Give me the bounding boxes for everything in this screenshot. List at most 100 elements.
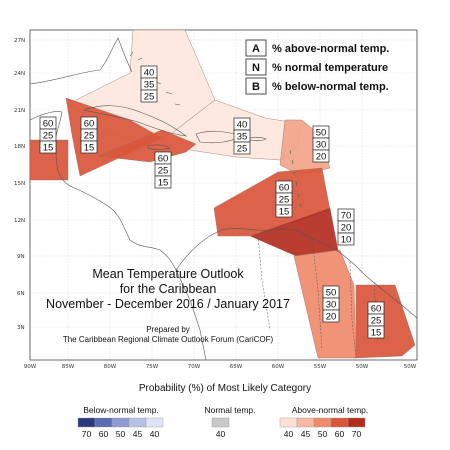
probability-cell xyxy=(140,89,158,103)
probability-cell xyxy=(322,309,340,323)
below-probability: 25 xyxy=(144,92,155,103)
probability-cell xyxy=(80,140,98,154)
lat-label: 24N xyxy=(14,71,25,77)
legend-box-a xyxy=(245,39,267,57)
colorbar-value: 40 xyxy=(150,429,160,439)
lat-label: 18N xyxy=(14,144,25,150)
lon-label: 85W xyxy=(62,364,75,370)
above-probability: 60 xyxy=(84,119,95,130)
colorbar-value: 70 xyxy=(82,429,92,439)
probability-colorbar: Probability (%) of Most Likely Category … xyxy=(77,383,369,439)
colorbar-swatch xyxy=(94,417,113,428)
below-normal-swatches: 70 60 50 45 40 xyxy=(77,417,164,439)
legend-letter: A xyxy=(252,43,260,55)
lon-label: 75W xyxy=(146,364,159,370)
above-probability: 70 xyxy=(341,211,352,222)
below-probability: 15 xyxy=(84,143,95,154)
lon-label: 80W xyxy=(104,364,117,370)
probability-cell xyxy=(275,204,293,218)
normal-probability: 35 xyxy=(237,132,248,143)
lat-label: 12N xyxy=(14,218,25,224)
below-probability: 15 xyxy=(158,178,169,189)
lat-label: 27N xyxy=(14,38,25,44)
colorbar-value: 40 xyxy=(216,429,226,439)
above-normal-label: Above-normal temp. xyxy=(292,405,369,415)
colorbar-value: 70 xyxy=(352,429,362,439)
latitude-labels: 27N 24N 21N 18N 15N 12N 9N 6N 3N xyxy=(14,38,25,331)
colorbar-swatch xyxy=(111,417,130,428)
colorbar-value: 50 xyxy=(116,429,126,439)
normal-probability: 25 xyxy=(84,131,95,142)
jamaica-region xyxy=(97,129,197,163)
title-line: November - December 2016 / January 2017 xyxy=(46,297,290,311)
lon-label: 65W xyxy=(230,364,243,370)
probability-cell xyxy=(312,149,330,163)
credit-line: Prepared by xyxy=(146,325,190,334)
probability-cell xyxy=(233,141,251,155)
longitude-labels: 90W 85W 80W 75W 70W 65W 60W 55W 50W 50W xyxy=(24,364,417,370)
probability-cell xyxy=(39,140,57,154)
legend-text: % normal temperature xyxy=(272,62,388,74)
colorbar-value: 60 xyxy=(99,429,109,439)
below-probability: 20 xyxy=(316,152,327,163)
normal-probability: 20 xyxy=(341,223,352,234)
above-probability: 40 xyxy=(237,120,248,131)
normal-probability: 25 xyxy=(279,195,290,206)
title-line: for the Caribbean xyxy=(120,282,217,296)
colorbar-value: 60 xyxy=(335,429,345,439)
probability-boxes: 4035254035256025156025156025155030206025… xyxy=(39,65,385,339)
legend-box-n xyxy=(245,58,267,76)
above-probability: 50 xyxy=(326,288,337,299)
normal-probability: 25 xyxy=(158,166,169,177)
above-probability: 60 xyxy=(371,304,382,315)
below-probability: 10 xyxy=(341,235,352,246)
lat-label: 6N xyxy=(17,291,25,297)
lon-label: 50W xyxy=(404,364,417,370)
colorbar-swatch xyxy=(313,417,332,428)
colorbar-value: 45 xyxy=(301,429,311,439)
below-probability: 20 xyxy=(326,312,337,323)
normal-probability: 25 xyxy=(371,316,382,327)
normal-probability: 25 xyxy=(43,131,54,142)
above-probability: 60 xyxy=(279,183,290,194)
trinidad-venezuela-region xyxy=(249,207,339,257)
lat-label: 21N xyxy=(14,108,25,114)
credit-line: The Caribbean Regional Climate Outlook F… xyxy=(63,335,274,344)
colorbar-value: 40 xyxy=(284,429,294,439)
probability-cell xyxy=(367,325,385,339)
below-probability: 15 xyxy=(371,328,382,339)
colorbar-swatch xyxy=(211,417,230,428)
lat-label: 9N xyxy=(17,254,25,260)
category-legend: A % above-normal temp. N % normal temper… xyxy=(245,39,389,95)
legend-text: % above-normal temp. xyxy=(272,43,389,55)
colorbar-title: Probability (%) of Most Likely Category xyxy=(139,383,311,394)
above-probability: 60 xyxy=(158,154,169,165)
legend-box-b xyxy=(245,77,267,95)
colorbar-swatch xyxy=(296,417,315,428)
colorbar-swatch xyxy=(128,417,147,428)
lat-label: 15N xyxy=(14,181,25,187)
colorbar-value: 50 xyxy=(318,429,328,439)
outlook-title: Mean Temperature Outlook for the Caribbe… xyxy=(46,267,290,344)
colorbar-swatch xyxy=(279,417,298,428)
colorbar-value: 45 xyxy=(133,429,143,439)
below-probability: 15 xyxy=(43,143,54,154)
probability-cell xyxy=(154,175,172,189)
lon-label: 70W xyxy=(188,364,201,370)
lat-label: 3N xyxy=(17,325,25,331)
normal-probability: 35 xyxy=(144,80,155,91)
normal-probability: 30 xyxy=(316,140,327,151)
lon-label: 60W xyxy=(272,364,285,370)
legend-letter: B xyxy=(252,81,260,93)
above-probability: 60 xyxy=(43,119,54,130)
above-normal-swatches: 40 45 50 60 70 xyxy=(279,417,366,439)
above-probability: 40 xyxy=(144,68,155,79)
